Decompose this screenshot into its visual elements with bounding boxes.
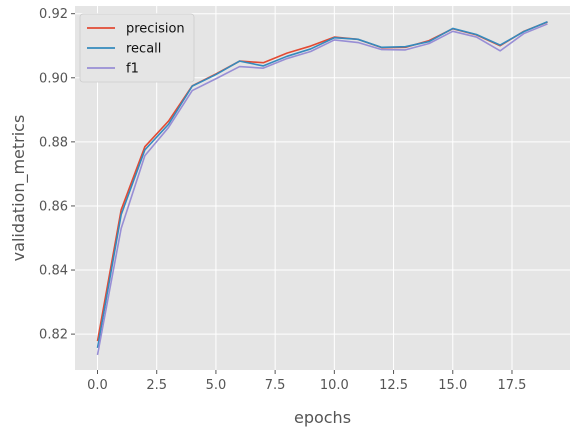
y-tick-label: 0.82	[39, 328, 68, 343]
x-tick-label: 5.0	[206, 378, 227, 393]
x-tick-label: 7.5	[265, 378, 286, 393]
x-axis-label: epochs	[294, 408, 351, 427]
x-tick-label: 15.0	[438, 378, 467, 393]
y-tick-label: 0.86	[39, 199, 68, 214]
legend-box	[79, 13, 195, 83]
y-axis-ticks: 0.82 0.84 0.86 0.88 0.90 0.92	[39, 7, 75, 343]
y-tick-label: 0.84	[39, 264, 68, 279]
y-tick-label: 0.92	[39, 7, 68, 22]
x-axis-ticks: 0.0 2.5 5.0 7.5 10.0 12.5 15.0 17.5	[87, 370, 526, 393]
x-tick-label: 0.0	[87, 378, 108, 393]
x-tick-label: 12.5	[379, 378, 408, 393]
x-tick-label: 10.0	[320, 378, 349, 393]
grid	[75, 6, 570, 370]
legend: precision recall f1	[79, 13, 195, 83]
x-tick-label: 2.5	[146, 378, 167, 393]
legend-label: precision	[126, 22, 185, 37]
x-tick-label: 17.5	[497, 378, 526, 393]
y-tick-label: 0.90	[39, 71, 68, 86]
y-axis-label: validation_metrics	[9, 115, 29, 262]
y-tick-label: 0.88	[39, 135, 68, 150]
legend-label: f1	[126, 62, 139, 77]
legend-label: recall	[126, 42, 161, 57]
series-line-f1	[96, 23, 548, 356]
series-lines	[96, 20, 548, 356]
series-line-recall	[96, 20, 548, 349]
